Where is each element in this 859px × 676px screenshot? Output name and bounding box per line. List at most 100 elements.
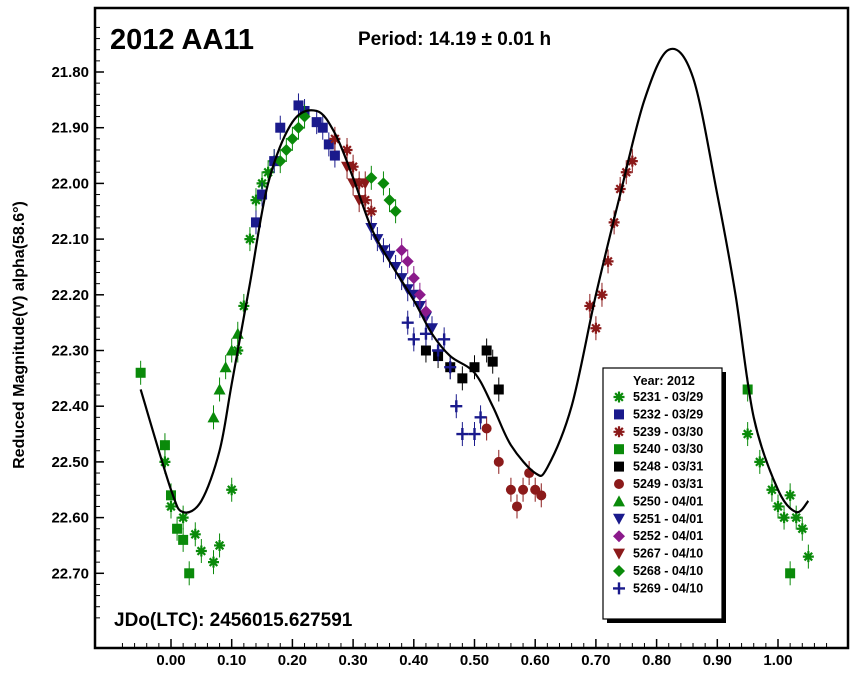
data-point [244,233,256,245]
data-point [195,545,207,557]
data-point [214,539,226,551]
data-point [347,161,359,173]
legend-marker [613,530,625,543]
data-point [614,183,626,195]
legend-marker [614,479,624,489]
data-point [383,250,396,262]
data-point [413,288,426,301]
data-point [184,568,195,579]
data-point [329,133,341,145]
data-point [742,428,754,440]
data-point [159,456,171,468]
legend-label: 5252 - 04/01 [633,529,703,543]
x-tick-label: 0.70 [581,652,610,669]
data-point [166,490,176,501]
legend: Year: 2012 5231 - 03/29 5232 - 03/29 5239 … [602,367,726,623]
data-point [226,484,238,496]
data-point [274,155,287,168]
chart-footnote: JDo(LTC): 2456015.627591 [114,610,353,631]
data-point [323,139,334,150]
legend-label: 5232 - 03/29 [633,407,703,421]
y-tick-label: 22.50 [51,454,89,471]
data-point [383,194,396,207]
y-tick-label: 22.60 [51,510,89,527]
x-tick-label: 0.20 [278,652,307,669]
data-point [426,323,439,335]
legend-label: 5251 - 04/01 [633,512,703,526]
legend-label: 5250 - 04/01 [633,494,703,508]
data-point [341,144,353,156]
legend-label: 5249 - 03/31 [633,477,703,491]
x-tick-label: 1.00 [763,652,792,669]
data-point [365,205,377,217]
data-point [262,166,274,178]
data-point [456,428,469,441]
data-point [250,217,261,228]
data-point [602,255,614,267]
data-point [389,205,402,218]
data-point [178,534,189,545]
data-point [450,400,463,413]
legend-marker [613,426,625,438]
legend-marker [613,495,625,507]
data-point [505,484,516,495]
data-point [401,255,414,268]
x-tick-label: 0.10 [217,652,246,669]
x-tick-label: 0.80 [642,652,671,669]
data-point [518,484,529,495]
y-axis-label: Reduced Magnitude(V) alpha(58.6°) [11,201,28,469]
legend-label: 5239 - 03/30 [633,425,703,439]
y-tick-label: 22.40 [51,398,89,415]
data-point [419,305,432,318]
data-point [481,345,492,356]
legend-marker [613,391,625,403]
data-point [341,161,354,173]
data-point [293,100,304,111]
data-point [487,356,498,367]
data-point [511,501,522,512]
data-point [438,333,451,346]
data-point [420,345,431,356]
x-tick-label: 0.60 [521,652,550,669]
data-point [432,344,445,357]
data-point [626,155,638,167]
data-point [135,367,146,378]
y-tick-label: 22.10 [51,231,89,248]
y-axis: 21.80 21.90 22.00 22.10 22.20 22.30 22.40 22.50… [51,26,104,619]
data-point [353,177,365,189]
data-point [177,512,189,524]
data-point [590,322,602,334]
data-point [311,117,322,128]
legend-marker [613,565,625,577]
data-point [493,456,504,467]
legend-marker [614,444,624,455]
legend-marker [613,513,625,525]
data-point [207,556,219,568]
data-point [778,512,790,524]
legend-title: Year: 2012 [633,374,695,388]
chart-title: 2012 AA11 [110,24,254,56]
data-point [347,178,360,190]
data-point [219,361,232,373]
x-tick-label: 0.90 [703,652,732,669]
x-tick-label: 0.40 [399,652,428,669]
data-point [468,428,481,441]
legend-label: 5248 - 03/31 [633,460,703,474]
legend-marker [614,409,624,420]
data-point [365,171,378,184]
legend-marker [613,548,625,560]
fit-curve [139,47,810,514]
data-point [250,194,262,206]
data-point [596,289,608,301]
legend-label: 5267 - 04/10 [633,547,703,561]
data-point [401,316,414,329]
chart-subtitle: Period: 14.19 ± 0.01 h [358,29,551,50]
data-point [238,300,250,312]
data-point [213,383,226,395]
data-point [790,512,802,524]
legend-marker [614,461,624,472]
x-tick-label: 0.30 [338,652,367,669]
data-point [444,361,457,374]
data-point [189,528,201,540]
